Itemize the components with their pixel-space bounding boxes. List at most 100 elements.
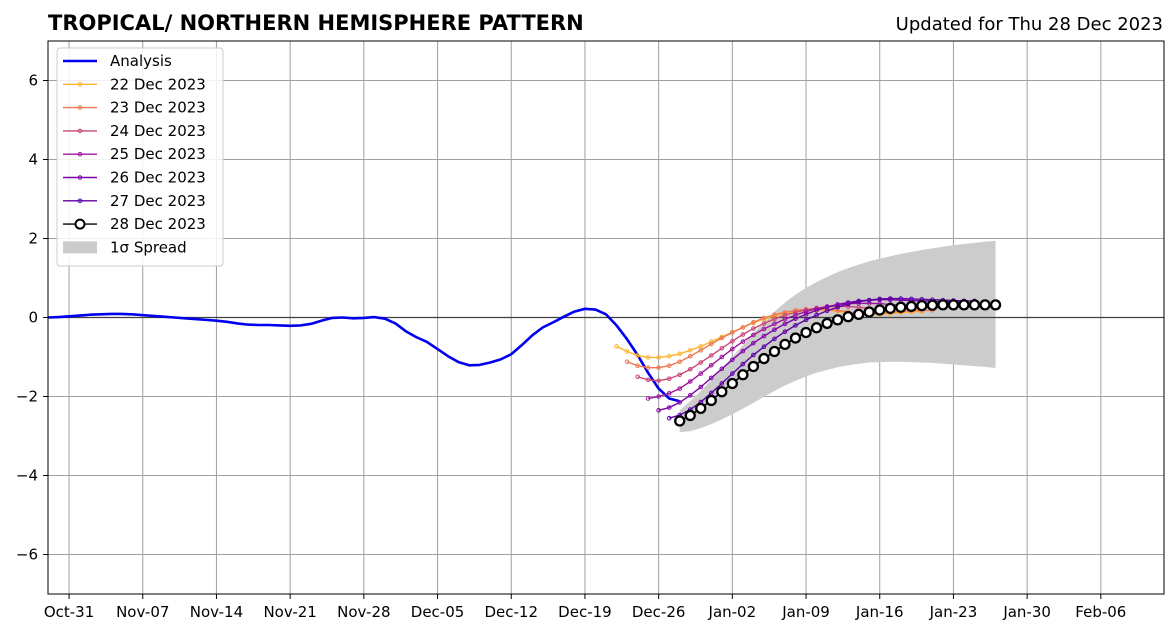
current-forecast-point <box>895 301 907 313</box>
forecast-6-point <box>772 336 777 342</box>
forecast-4-point <box>730 346 735 352</box>
current-forecast-point <box>831 314 844 326</box>
current-forecast-point <box>737 369 749 381</box>
y-tick-label: −2 <box>16 388 38 406</box>
forecast-6-point <box>751 352 756 358</box>
legend-label: 24 Dec 2023 <box>110 122 206 140</box>
x-tick-label: Nov-21 <box>263 603 316 621</box>
x-tick-label: Jan-02 <box>708 603 757 621</box>
current-forecast-point <box>842 311 854 323</box>
current-forecast-point <box>884 302 896 315</box>
forecast-2-point <box>656 365 661 370</box>
current-forecast-point <box>695 402 707 415</box>
forecast-1-point <box>635 353 640 358</box>
forecast-1-point <box>624 349 630 354</box>
forecast-6-point <box>887 296 893 301</box>
legend-marker-forecast <box>77 198 83 204</box>
current-forecast-point <box>810 322 823 334</box>
current-forecast-point <box>958 299 970 311</box>
forecast-3-point <box>645 377 651 383</box>
forecast-5-point <box>772 327 777 333</box>
forecast-6-point <box>666 415 672 421</box>
forecast-2-point <box>666 363 672 368</box>
forecast-3-point <box>730 338 735 344</box>
forecast-1-point <box>666 353 672 359</box>
forecast-4-point <box>740 339 746 344</box>
forecast-3-point <box>751 326 756 331</box>
forecast-5-point <box>782 321 788 327</box>
legend-label: 1σ Spread <box>110 238 187 256</box>
forecast-2-point <box>645 365 651 370</box>
current-forecast-point <box>716 386 728 398</box>
x-tick-label: Oct-31 <box>44 603 94 621</box>
forecast-4-point <box>751 332 756 338</box>
forecast-2-point <box>740 325 746 330</box>
forecast-1-point <box>614 344 619 349</box>
forecast-6-point <box>824 308 830 314</box>
current-forecast-point <box>684 409 696 422</box>
current-forecast-point <box>758 352 770 365</box>
y-tick-label: 6 <box>28 72 38 90</box>
y-tick-label: −4 <box>16 467 38 485</box>
forecast-3-point <box>635 374 640 380</box>
forecast-5-point <box>761 333 767 339</box>
forecast-5-point <box>656 408 661 413</box>
legend-label: 27 Dec 2023 <box>110 192 206 210</box>
forecast-4-point <box>698 371 704 376</box>
forecast-5-point <box>793 316 798 321</box>
legend-marker-forecast <box>77 128 83 134</box>
legend-marker-forecast <box>77 82 83 87</box>
legend-marker-forecast <box>77 151 83 157</box>
forecast-6-point <box>877 296 883 302</box>
current-forecast-point <box>800 326 812 339</box>
forecast-2-point <box>624 359 630 365</box>
x-tick-label: Dec-26 <box>632 603 686 621</box>
forecast-6-point <box>793 323 798 328</box>
forecast-3-point <box>740 332 746 337</box>
forecast-6-point <box>898 296 904 301</box>
forecast-4-point <box>761 326 767 332</box>
legend-label: Analysis <box>110 52 172 70</box>
forecast-6-point <box>866 297 872 303</box>
forecast-3-point <box>719 346 725 351</box>
forecast-5-point <box>687 393 693 398</box>
forecast-6-point <box>719 381 725 386</box>
x-tick-label: Nov-28 <box>337 603 390 621</box>
forecast-5-point <box>803 312 809 317</box>
x-tick-label: Nov-14 <box>190 603 243 621</box>
forecast-3-point <box>687 366 693 372</box>
forecast-3-point <box>708 353 714 358</box>
y-tick-label: 4 <box>28 151 38 169</box>
forecast-3-point <box>793 310 798 315</box>
forecast-1-point <box>687 347 693 353</box>
forecast-6-point <box>835 304 840 310</box>
legend-swatch-spread <box>63 241 97 254</box>
forecast-3-point <box>666 376 672 382</box>
x-tick-label: Jan-30 <box>1002 603 1051 621</box>
forecast-6-point <box>856 299 861 305</box>
forecast-6-point <box>803 317 809 323</box>
current-forecast-point <box>821 317 833 330</box>
forecast-4-point <box>772 321 777 327</box>
x-tick-label: Jan-23 <box>929 603 978 621</box>
forecast-6-point <box>909 296 914 302</box>
current-forecast-point <box>874 304 886 316</box>
forecast-5-point <box>698 384 704 390</box>
current-forecast-point <box>937 299 949 311</box>
forecast-6-point <box>761 344 767 350</box>
y-tick-label: 2 <box>28 230 38 248</box>
x-tick-label: Dec-12 <box>484 603 538 621</box>
forecast-5-point <box>751 340 756 346</box>
forecast-6-point <box>845 301 851 307</box>
current-forecast-point <box>768 345 781 358</box>
forecast-4-point <box>656 394 661 399</box>
chart-title: TROPICAL/ NORTHERN HEMISPHERE PATTERN <box>48 11 584 35</box>
forecast-5-point <box>740 348 746 354</box>
current-forecast-point <box>779 338 791 351</box>
forecast-2-point <box>708 341 714 347</box>
legend-label: 26 Dec 2023 <box>110 169 206 187</box>
forecast-5-point <box>666 405 672 410</box>
current-forecast-point <box>747 360 760 373</box>
forecast-3-point <box>772 316 777 322</box>
